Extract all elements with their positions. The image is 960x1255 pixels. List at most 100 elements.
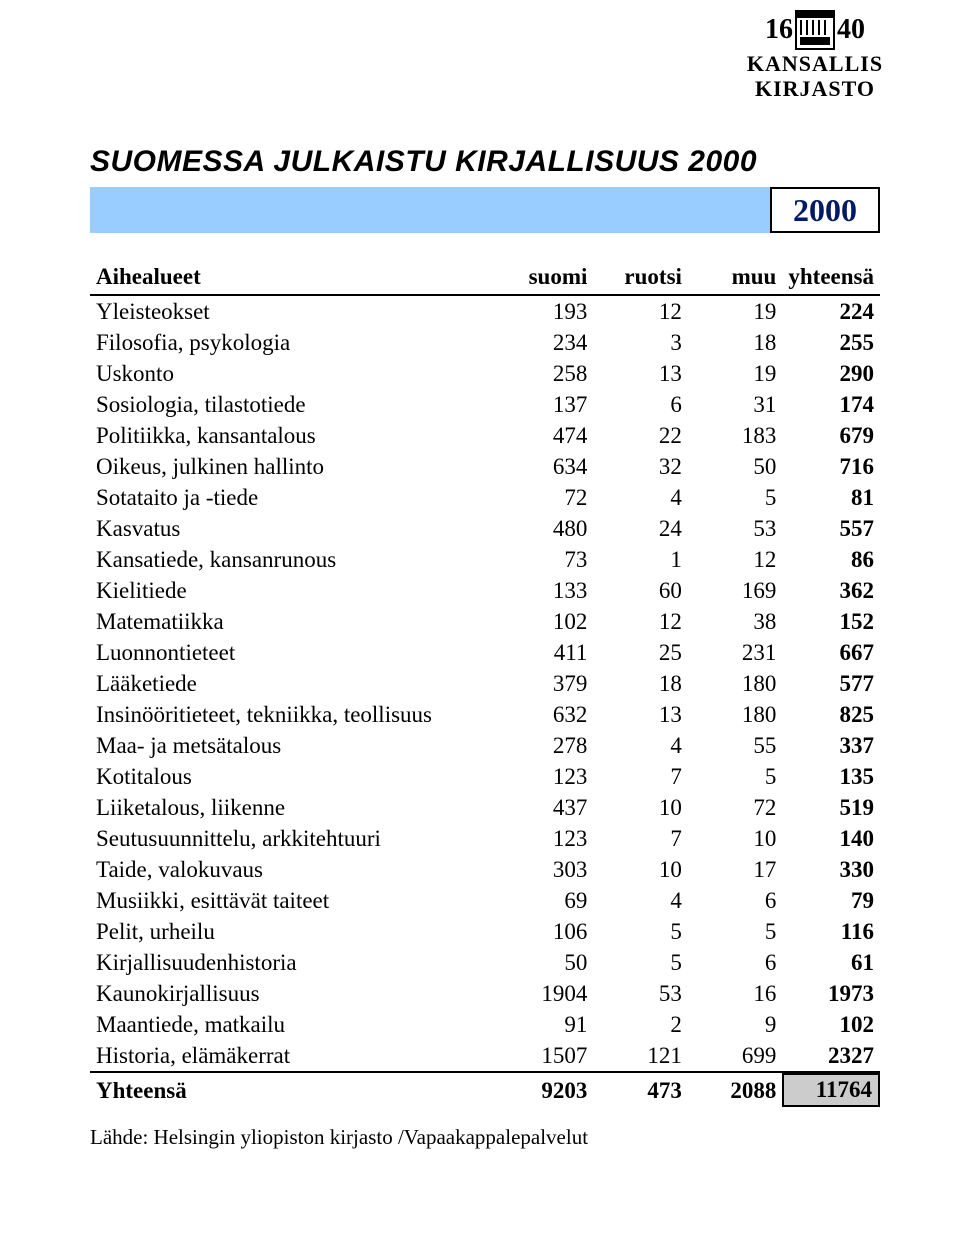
row-value: 22 — [593, 420, 688, 451]
row-value: 5 — [593, 947, 688, 978]
row-value: 2327 — [782, 1040, 880, 1072]
row-value: 61 — [782, 947, 880, 978]
row-value: 634 — [499, 451, 594, 482]
row-value: 10 — [688, 823, 782, 854]
row-value: 16 — [688, 978, 782, 1009]
table-row: Luonnontieteet41125231667 — [90, 637, 880, 668]
row-value: 72 — [499, 482, 594, 513]
row-value: 102 — [499, 606, 594, 637]
row-label: Kielitiede — [90, 575, 499, 606]
table-header-row: Aihealueet suomi ruotsi muu yhteensä — [90, 261, 880, 295]
row-value: 123 — [499, 823, 594, 854]
table-row: Kasvatus4802453557 — [90, 513, 880, 544]
row-value: 825 — [782, 699, 880, 730]
row-value: 437 — [499, 792, 594, 823]
row-value: 152 — [782, 606, 880, 637]
row-value: 19 — [688, 295, 782, 327]
row-value: 73 — [499, 544, 594, 575]
row-value: 278 — [499, 730, 594, 761]
row-label: Taide, valokuvaus — [90, 854, 499, 885]
row-value: 180 — [688, 699, 782, 730]
table-row: Matematiikka1021238152 — [90, 606, 880, 637]
row-value: 7 — [593, 823, 688, 854]
row-value: 6 — [688, 885, 782, 916]
row-value: 337 — [782, 730, 880, 761]
row-value: 17 — [688, 854, 782, 885]
row-value: 9 — [688, 1009, 782, 1040]
row-value: 577 — [782, 668, 880, 699]
row-value: 53 — [688, 513, 782, 544]
row-value: 362 — [782, 575, 880, 606]
table-row: Kielitiede13360169362 — [90, 575, 880, 606]
row-value: 13 — [593, 358, 688, 389]
row-value: 32 — [593, 451, 688, 482]
table-row: Filosofia, psykologia234318255 — [90, 327, 880, 358]
total-value: 473 — [593, 1072, 688, 1107]
logo-text-line2: KIRJASTO — [730, 77, 900, 100]
row-value: 18 — [593, 668, 688, 699]
row-value: 6 — [688, 947, 782, 978]
table-row: Sosiologia, tilastotiede137631174 — [90, 389, 880, 420]
row-value: 72 — [688, 792, 782, 823]
table-row: Kaunokirjallisuus190453161973 — [90, 978, 880, 1009]
row-value: 258 — [499, 358, 594, 389]
table-row: Musiikki, esittävät taiteet694679 — [90, 885, 880, 916]
row-label: Uskonto — [90, 358, 499, 389]
row-value: 557 — [782, 513, 880, 544]
grand-total: 11764 — [782, 1072, 880, 1107]
row-value: 679 — [782, 420, 880, 451]
row-value: 24 — [593, 513, 688, 544]
logo-text-line1: KANSALLIS — [730, 52, 900, 75]
row-label: Lääketiede — [90, 668, 499, 699]
logo-emblem-icon — [795, 10, 835, 50]
table-row: Pelit, urheilu10655116 — [90, 916, 880, 947]
row-value: 5 — [688, 916, 782, 947]
row-label: Matematiikka — [90, 606, 499, 637]
row-value: 519 — [782, 792, 880, 823]
row-value: 12 — [593, 606, 688, 637]
logo-year-left: 16 — [765, 14, 793, 46]
row-value: 102 — [782, 1009, 880, 1040]
row-value: 2 — [593, 1009, 688, 1040]
row-label: Politiikka, kansantalous — [90, 420, 499, 451]
row-value: 135 — [782, 761, 880, 792]
row-label: Kansatiede, kansanrunous — [90, 544, 499, 575]
row-value: 10 — [593, 792, 688, 823]
row-value: 19 — [688, 358, 782, 389]
row-value: 79 — [782, 885, 880, 916]
row-value: 6 — [593, 389, 688, 420]
logo-year-emblem: 16 40 — [730, 10, 900, 50]
library-logo: 16 40 KANSALLIS KIRJASTO — [730, 10, 900, 100]
table-body: Yleisteokset1931219224Filosofia, psykolo… — [90, 295, 880, 1107]
row-value: 81 — [782, 482, 880, 513]
total-value: 9203 — [499, 1072, 594, 1107]
table-row: Insinööritieteet, tekniikka, teollisuus6… — [90, 699, 880, 730]
row-label: Liiketalous, liikenne — [90, 792, 499, 823]
year-banner: 2000 — [90, 187, 880, 233]
source-line: Lähde: Helsingin yliopiston kirjasto /Va… — [90, 1125, 880, 1150]
row-value: 4 — [593, 482, 688, 513]
row-label: Sosiologia, tilastotiede — [90, 389, 499, 420]
row-label: Kotitalous — [90, 761, 499, 792]
row-label: Seutusuunnittelu, arkkitehtuuri — [90, 823, 499, 854]
row-value: 12 — [688, 544, 782, 575]
row-label: Yleisteokset — [90, 295, 499, 327]
row-value: 69 — [499, 885, 594, 916]
row-label: Historia, elämäkerrat — [90, 1040, 499, 1072]
row-value: 411 — [499, 637, 594, 668]
row-value: 667 — [782, 637, 880, 668]
row-value: 86 — [782, 544, 880, 575]
table-row: Lääketiede37918180577 — [90, 668, 880, 699]
row-value: 1904 — [499, 978, 594, 1009]
document-title: SUOMESSA JULKAISTU KIRJALLISUUS 2000 — [90, 145, 880, 179]
table-row: Historia, elämäkerrat15071216992327 — [90, 1040, 880, 1072]
row-value: 140 — [782, 823, 880, 854]
row-value: 632 — [499, 699, 594, 730]
row-value: 12 — [593, 295, 688, 327]
row-label: Filosofia, psykologia — [90, 327, 499, 358]
table-row: Maa- ja metsätalous278455337 — [90, 730, 880, 761]
row-value: 699 — [688, 1040, 782, 1072]
row-value: 234 — [499, 327, 594, 358]
row-value: 169 — [688, 575, 782, 606]
row-value: 50 — [688, 451, 782, 482]
